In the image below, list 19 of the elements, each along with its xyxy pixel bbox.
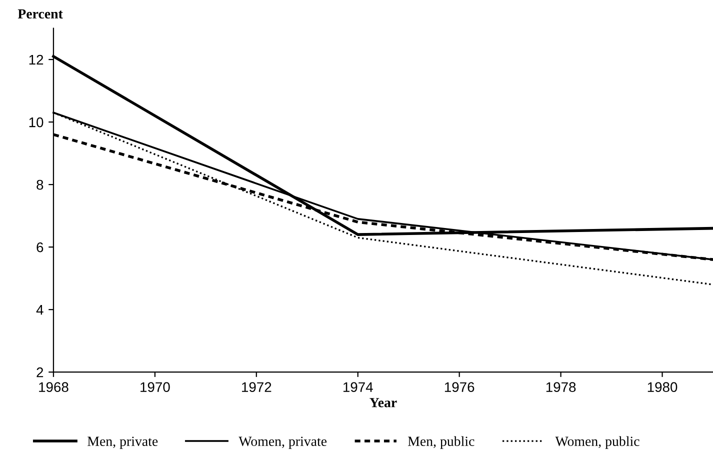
y-tick-label: 8: [36, 180, 44, 190]
y-tick-label: 4: [36, 305, 44, 315]
x-axis-title: Year: [370, 398, 397, 408]
x-tick-label: 1978: [546, 382, 576, 392]
legend-label: Women, private: [238, 436, 327, 449]
y-axis-title: Percent: [18, 9, 63, 19]
legend-label: Men, public: [408, 436, 474, 449]
y-tick-label: 2: [36, 367, 44, 378]
y-tick-label: 12: [29, 54, 44, 65]
x-tick-label: 1980: [648, 382, 678, 392]
x-tick-label: 1970: [140, 382, 170, 392]
x-tick-label: 1976: [444, 382, 474, 392]
y-tick-label: 6: [36, 242, 44, 252]
x-tick-label: 1974: [343, 382, 373, 392]
x-tick-label: 1972: [242, 382, 272, 392]
legend-label: Women, public: [555, 436, 640, 449]
legend-label: Men, private: [88, 436, 158, 449]
x-tick-label: 1968: [39, 382, 68, 392]
y-tick-label: 10: [29, 117, 44, 128]
